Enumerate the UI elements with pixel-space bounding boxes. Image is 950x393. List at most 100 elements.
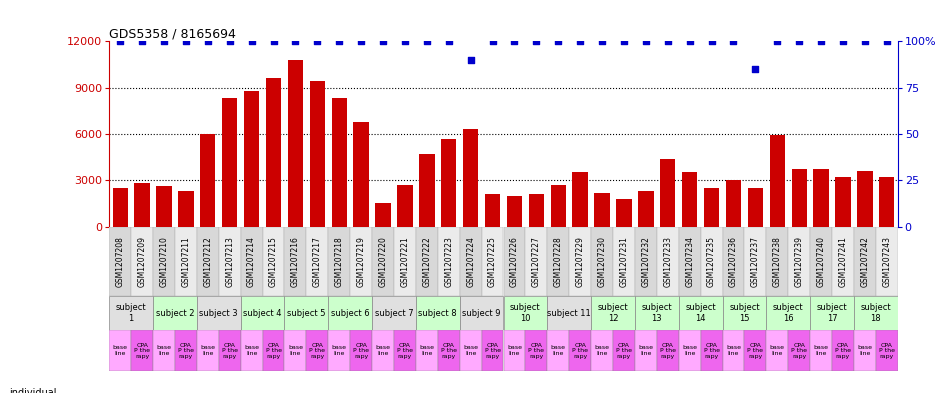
Point <box>726 38 741 44</box>
Bar <box>244 91 259 226</box>
Text: individual: individual <box>10 388 57 393</box>
Point <box>179 38 194 44</box>
Bar <box>310 81 325 226</box>
Bar <box>218 226 240 296</box>
Bar <box>791 169 807 226</box>
Bar <box>284 296 329 331</box>
Text: base
line: base line <box>551 345 566 356</box>
Text: subject
13: subject 13 <box>641 303 673 323</box>
Text: subject
1: subject 1 <box>116 303 146 323</box>
Bar <box>329 226 351 296</box>
Text: CPA
P the
rapy: CPA P the rapy <box>310 343 325 359</box>
Text: subject
15: subject 15 <box>729 303 760 323</box>
Bar <box>197 226 218 296</box>
Text: GSM1207216: GSM1207216 <box>291 236 300 286</box>
Text: GSM1207211: GSM1207211 <box>181 236 190 286</box>
Bar <box>419 154 434 226</box>
Text: base
line: base line <box>638 345 654 356</box>
Bar <box>506 196 522 226</box>
Bar <box>179 191 194 226</box>
Text: GSM1207236: GSM1207236 <box>729 236 738 287</box>
Bar <box>200 134 216 226</box>
Bar <box>551 185 566 226</box>
Bar <box>876 226 898 296</box>
Bar <box>591 226 613 296</box>
Bar <box>460 226 482 296</box>
Text: subject 6: subject 6 <box>331 309 370 318</box>
Text: GSM1207237: GSM1207237 <box>750 236 760 287</box>
Bar <box>660 159 675 226</box>
Point <box>507 38 522 44</box>
Bar <box>591 331 613 371</box>
Text: GSM1207218: GSM1207218 <box>334 236 344 286</box>
Point <box>244 38 259 44</box>
Point <box>463 57 478 63</box>
Point <box>441 38 456 44</box>
Text: CPA
P the
rapy: CPA P the rapy <box>353 343 370 359</box>
Point <box>551 38 566 44</box>
Text: CPA
P the
rapy: CPA P the rapy <box>265 343 281 359</box>
Bar <box>835 177 850 226</box>
Bar <box>351 331 372 371</box>
Point <box>529 38 544 44</box>
Bar <box>591 296 635 331</box>
Text: CPA
P the
rapy: CPA P the rapy <box>748 343 764 359</box>
Text: GSM1207222: GSM1207222 <box>423 236 431 286</box>
Text: CPA
P the
rapy: CPA P the rapy <box>221 343 238 359</box>
Text: GSM1207232: GSM1207232 <box>641 236 651 286</box>
Bar <box>197 331 218 371</box>
Bar <box>109 296 153 331</box>
Bar <box>723 331 745 371</box>
Bar <box>332 98 347 226</box>
Text: subject 11: subject 11 <box>547 309 591 318</box>
Text: GSM1207228: GSM1207228 <box>554 236 562 286</box>
Text: GSM1207227: GSM1207227 <box>532 236 541 286</box>
Bar <box>306 226 329 296</box>
Point <box>375 38 390 44</box>
Bar <box>726 180 741 226</box>
Text: GSM1207226: GSM1207226 <box>510 236 519 286</box>
Bar <box>547 331 569 371</box>
Text: GSM1207243: GSM1207243 <box>883 236 891 287</box>
Point <box>353 38 369 44</box>
Text: base
line: base line <box>595 345 610 356</box>
Bar <box>482 331 504 371</box>
Bar <box>832 331 854 371</box>
Bar <box>810 226 832 296</box>
Bar <box>131 331 153 371</box>
Text: CPA
P the
rapy: CPA P the rapy <box>441 343 457 359</box>
Point <box>573 38 588 44</box>
Text: GSM1207209: GSM1207209 <box>138 236 146 287</box>
Point <box>879 38 894 44</box>
Text: base
line: base line <box>332 345 347 356</box>
Bar <box>854 296 898 331</box>
Text: base
line: base line <box>113 345 127 356</box>
Bar <box>240 296 284 331</box>
Text: GSM1207235: GSM1207235 <box>707 236 716 287</box>
Point <box>813 38 828 44</box>
Point <box>288 38 303 44</box>
Bar <box>723 226 745 296</box>
Text: GSM1207239: GSM1207239 <box>795 236 804 287</box>
Bar <box>748 188 763 226</box>
Point <box>200 38 216 44</box>
Bar <box>372 331 394 371</box>
Text: base
line: base line <box>858 345 872 356</box>
Bar <box>484 194 501 226</box>
Text: GSM1207214: GSM1207214 <box>247 236 256 286</box>
Text: GSM1207223: GSM1207223 <box>445 236 453 286</box>
Point <box>748 66 763 72</box>
Bar <box>460 331 482 371</box>
Bar <box>372 296 416 331</box>
Bar <box>441 138 456 226</box>
Text: base
line: base line <box>419 345 434 356</box>
Text: subject
12: subject 12 <box>598 303 628 323</box>
Bar <box>262 331 284 371</box>
Text: GSM1207213: GSM1207213 <box>225 236 235 286</box>
Bar <box>266 78 281 226</box>
Bar <box>197 296 240 331</box>
Bar <box>704 188 719 226</box>
Text: CPA
P the
rapy: CPA P the rapy <box>835 343 851 359</box>
Text: base
line: base line <box>813 345 828 356</box>
Bar <box>810 331 832 371</box>
